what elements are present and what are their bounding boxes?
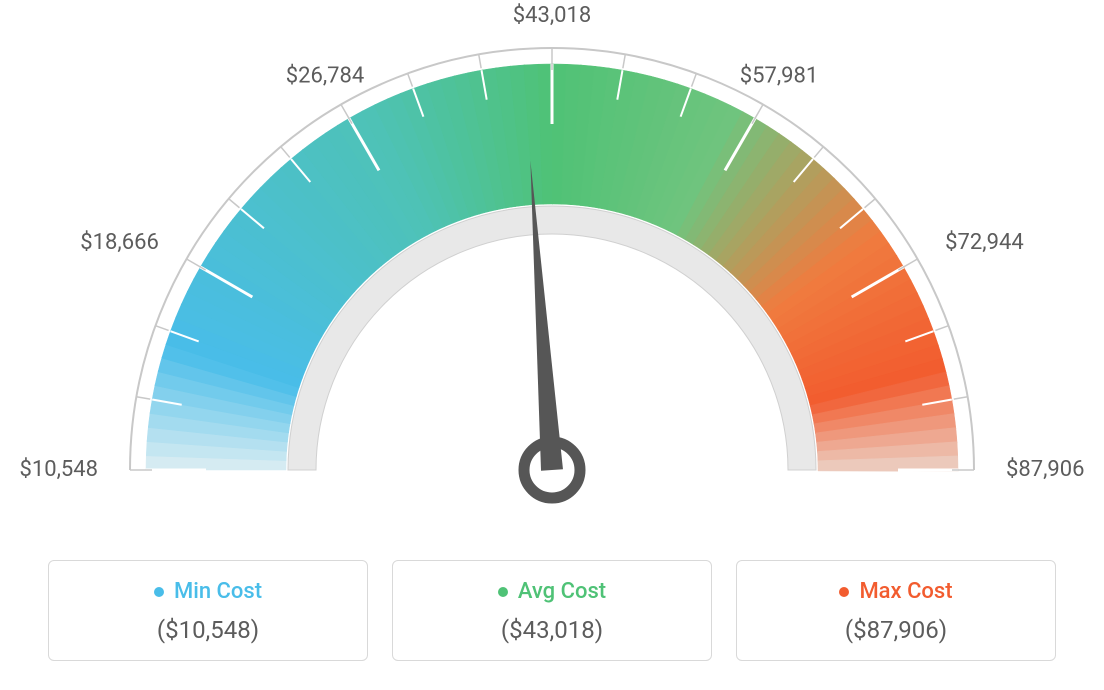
legend-value: ($43,018) xyxy=(403,616,701,644)
gauge-chart: $10,548 $18,666 $26,784 $43,018 $57,981 $72,9… xyxy=(0,0,1104,560)
legend-title-max: Max Cost xyxy=(839,579,952,604)
legend-card-max: Max Cost ($87,906) xyxy=(736,560,1056,661)
legend-card-min: Min Cost ($10,548) xyxy=(48,560,368,661)
legend-value: ($87,906) xyxy=(747,616,1045,644)
gauge-tick-label: $72,944 xyxy=(945,230,1024,255)
gauge-tick-label: $87,906 xyxy=(1006,457,1085,482)
legend-row: Min Cost ($10,548) Avg Cost ($43,018) Ma… xyxy=(0,560,1104,661)
legend-title-min: Min Cost xyxy=(154,579,262,604)
legend-value: ($10,548) xyxy=(59,616,357,644)
gauge-tick-label: $10,548 xyxy=(19,457,98,482)
cost-gauge-widget: $10,548 $18,666 $26,784 $43,018 $57,981 $72,9… xyxy=(0,0,1104,661)
gauge-tick-label: $57,981 xyxy=(740,64,819,89)
gauge-svg: $10,548 $18,666 $26,784 $43,018 $57,981 $72,9… xyxy=(0,0,1104,560)
legend-label: Min Cost xyxy=(174,579,262,604)
dot-icon xyxy=(498,587,508,597)
gauge-tick-label: $43,018 xyxy=(513,3,592,28)
dot-icon xyxy=(839,587,849,597)
gauge-tick-label: $18,666 xyxy=(80,230,159,255)
legend-label: Avg Cost xyxy=(518,579,606,604)
legend-label: Max Cost xyxy=(859,579,952,604)
gauge-tick-label: $26,784 xyxy=(286,64,365,89)
legend-title-avg: Avg Cost xyxy=(498,579,606,604)
legend-card-avg: Avg Cost ($43,018) xyxy=(392,560,712,661)
dot-icon xyxy=(154,587,164,597)
